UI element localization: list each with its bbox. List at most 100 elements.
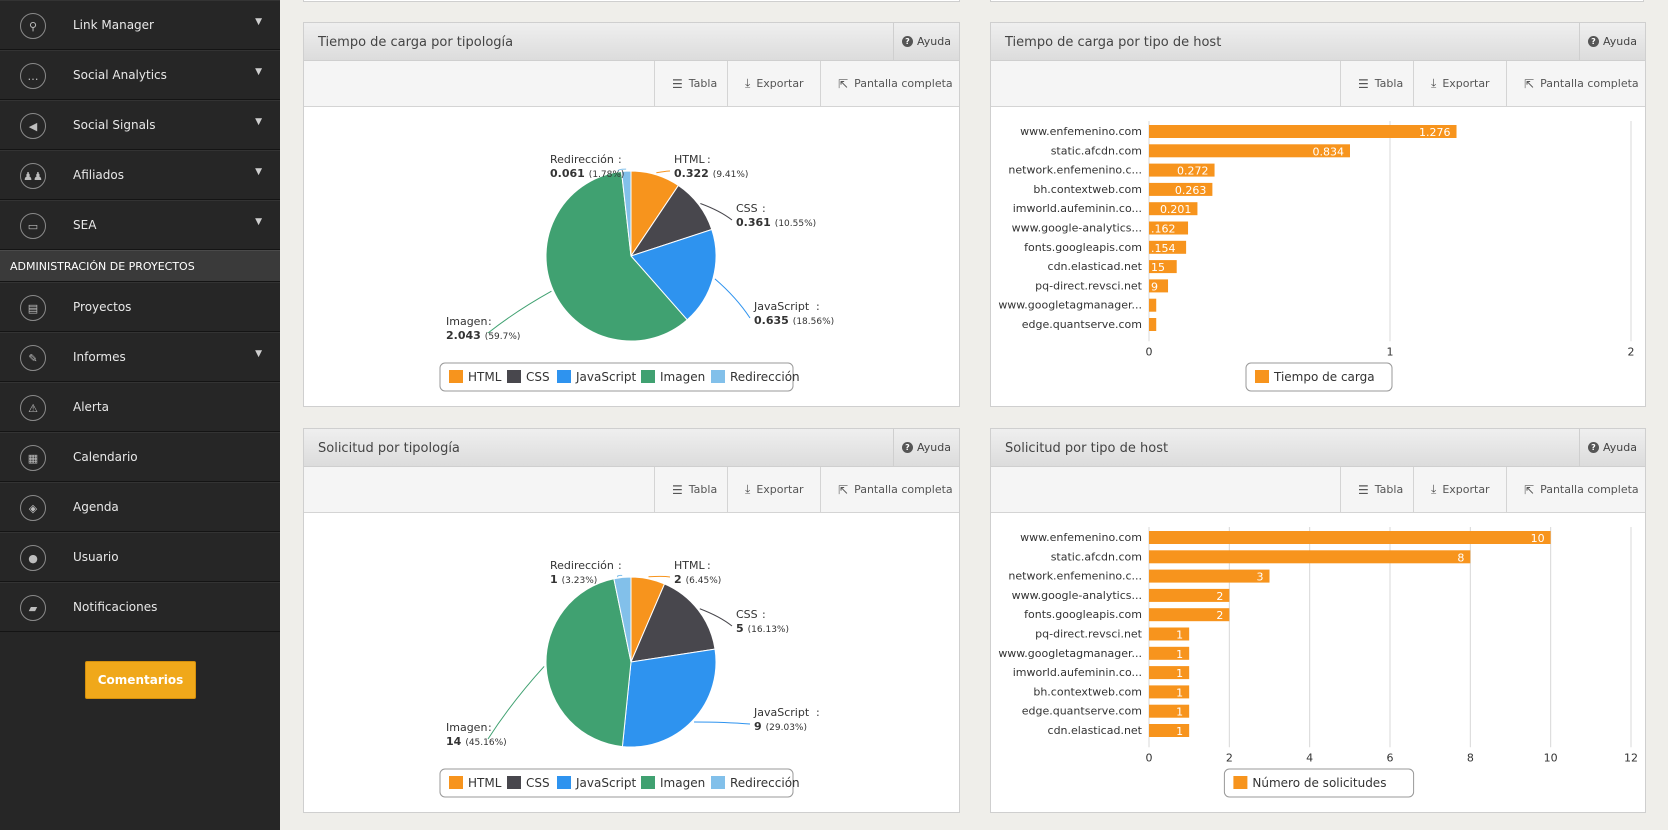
legend-item[interactable]: HTML (468, 776, 502, 790)
sidebar-item-notificaciones[interactable]: ▰ Notificaciones (0, 582, 280, 632)
bar[interactable] (1149, 685, 1190, 699)
sidebar-item-agenda[interactable]: ◈ Agenda (0, 482, 280, 532)
legend-item[interactable]: JavaScript (575, 370, 636, 384)
chevron-down-icon[interactable]: ▼ (255, 217, 262, 227)
legend-item[interactable]: Redirección (730, 370, 800, 384)
section-header-project-admin: ADMINISTRACIÓN DE PROYECTOS (0, 250, 280, 282)
bar[interactable] (1149, 646, 1190, 660)
table-button[interactable]: ☰ Tabla (654, 61, 727, 106)
fullscreen-button-label: Pantalla completa (1540, 77, 1639, 90)
help-button[interactable]: ? Ayuda (893, 429, 959, 466)
chevron-down-icon[interactable]: ▼ (255, 117, 262, 127)
pie-slice-css[interactable] (630, 583, 716, 663)
x-tick-label: 2 (1628, 345, 1635, 358)
export-button[interactable]: ⤓ Exportar (1413, 467, 1506, 512)
bar[interactable] (1149, 125, 1457, 138)
chart-area: 0 1 2 www.enfemenino.com 1.276 static.afcdn.c… (991, 107, 1645, 406)
export-button[interactable]: ⤓ Exportar (727, 467, 820, 512)
fullscreen-button[interactable]: ⇱ Pantalla completa (1506, 467, 1647, 512)
table-button[interactable]: ☰ Tabla (1340, 61, 1413, 106)
help-icon: ? (1588, 36, 1599, 47)
export-button[interactable]: ⤓ Exportar (727, 61, 820, 106)
legend-item[interactable]: JavaScript (575, 776, 636, 790)
bar[interactable] (1149, 588, 1230, 602)
sidebar-item-proyectos[interactable]: ▤ Proyectos (0, 282, 280, 332)
pie-pct-open: ( (793, 317, 797, 327)
pie-label-colon: : (762, 202, 766, 215)
sidebar-item-social-signals[interactable]: ◀ Social Signals ▼ (0, 100, 280, 150)
bar[interactable] (1149, 531, 1551, 544)
bar[interactable] (1149, 608, 1230, 622)
export-button-label: Exportar (756, 77, 804, 90)
sidebar-item-link-manager[interactable]: ⚲ Link Manager ▼ (0, 0, 280, 50)
bar[interactable] (1149, 202, 1198, 216)
legend-item[interactable]: Imagen (660, 776, 705, 790)
bar[interactable] (1149, 704, 1190, 718)
bar[interactable] (1149, 569, 1270, 583)
sidebar-item-alerta[interactable]: ⚠ Alerta (0, 382, 280, 432)
category-label: bh.contextweb.com (1033, 685, 1142, 698)
bar[interactable] (1149, 144, 1350, 158)
help-button[interactable]: ? Ayuda (893, 23, 959, 60)
bar[interactable] (1149, 182, 1213, 196)
legend-item[interactable]: Imagen (660, 370, 705, 384)
pie-value: 0.361 (736, 216, 771, 229)
bar[interactable] (1149, 163, 1215, 177)
sidebar-item-usuario[interactable]: ● Usuario (0, 532, 280, 582)
pie-slice-redirección[interactable] (613, 576, 632, 663)
pie-pct: 45.16% (469, 738, 504, 748)
alert-icon: ⚠ (20, 395, 46, 421)
x-tick-label: 2 (1226, 751, 1233, 764)
chevron-down-icon[interactable]: ▼ (255, 349, 262, 359)
pie-slice-javascript[interactable] (630, 228, 717, 321)
pie-slice-imagen[interactable] (545, 578, 632, 748)
legend-item[interactable]: Tiempo de carga (1273, 370, 1375, 384)
help-button[interactable]: ? Ayuda (1579, 429, 1645, 466)
fullscreen-button[interactable]: ⇱ Pantalla completa (820, 467, 961, 512)
sidebar-item-sea[interactable]: ▭ SEA ▼ (0, 200, 280, 250)
help-button[interactable]: ? Ayuda (1579, 23, 1645, 60)
sidebar-item-afiliados[interactable]: ♟♟ Afiliados ▼ (0, 150, 280, 200)
fullscreen-button[interactable]: ⇱ Pantalla completa (820, 61, 961, 106)
pie-connector (694, 721, 751, 725)
sidebar-item-informes[interactable]: ✎ Informes ▼ (0, 332, 280, 382)
legend-item[interactable]: HTML (468, 370, 502, 384)
sidebar-item-social-analytics[interactable]: … Social Analytics ▼ (0, 50, 280, 100)
export-button-label: Exportar (1442, 77, 1490, 90)
bar[interactable] (1149, 260, 1177, 274)
bar-data-label: .154 (1151, 242, 1176, 255)
category-label: www.enfemenino.com (1020, 125, 1142, 138)
chevron-down-icon[interactable]: ▼ (255, 67, 262, 77)
bar[interactable] (1149, 279, 1169, 293)
user-icon: ● (20, 545, 46, 571)
bar[interactable] (1149, 666, 1190, 680)
sidebar-item-label: Proyectos (73, 300, 132, 314)
bar[interactable] (1149, 550, 1471, 564)
sidebar-item-calendario[interactable]: ▦ Calendario (0, 432, 280, 482)
bar[interactable] (1149, 240, 1187, 254)
chevron-down-icon[interactable]: ▼ (255, 17, 262, 27)
table-button-label: Tabla (1374, 483, 1404, 496)
legend-item[interactable]: Número de solicitudes (1252, 776, 1386, 790)
legend-item[interactable]: Redirección (730, 776, 800, 790)
pie-slice-javascript[interactable] (621, 648, 717, 748)
bar[interactable] (1149, 221, 1189, 235)
bar[interactable] (1149, 724, 1190, 737)
bar[interactable] (1149, 627, 1190, 641)
export-button[interactable]: ⤓ Exportar (1413, 61, 1506, 106)
pie-connector (700, 203, 733, 221)
category-label: fonts.googleapis.com (1024, 241, 1142, 254)
x-tick-label: 0 (1146, 751, 1153, 764)
x-tick-label: 12 (1624, 751, 1638, 764)
bar[interactable] (1149, 298, 1157, 312)
bar[interactable] (1149, 318, 1157, 331)
pie-slice-imagen[interactable] (545, 170, 688, 342)
legend-item[interactable]: CSS (526, 370, 550, 384)
feedback-button[interactable]: Comentarios (85, 661, 196, 699)
table-button[interactable]: ☰ Tabla (654, 467, 727, 512)
fullscreen-button[interactable]: ⇱ Pantalla completa (1506, 61, 1647, 106)
legend-item[interactable]: CSS (526, 776, 550, 790)
pie-slice-redirección[interactable] (620, 170, 632, 257)
chevron-down-icon[interactable]: ▼ (255, 167, 262, 177)
table-button[interactable]: ☰ Tabla (1340, 467, 1413, 512)
